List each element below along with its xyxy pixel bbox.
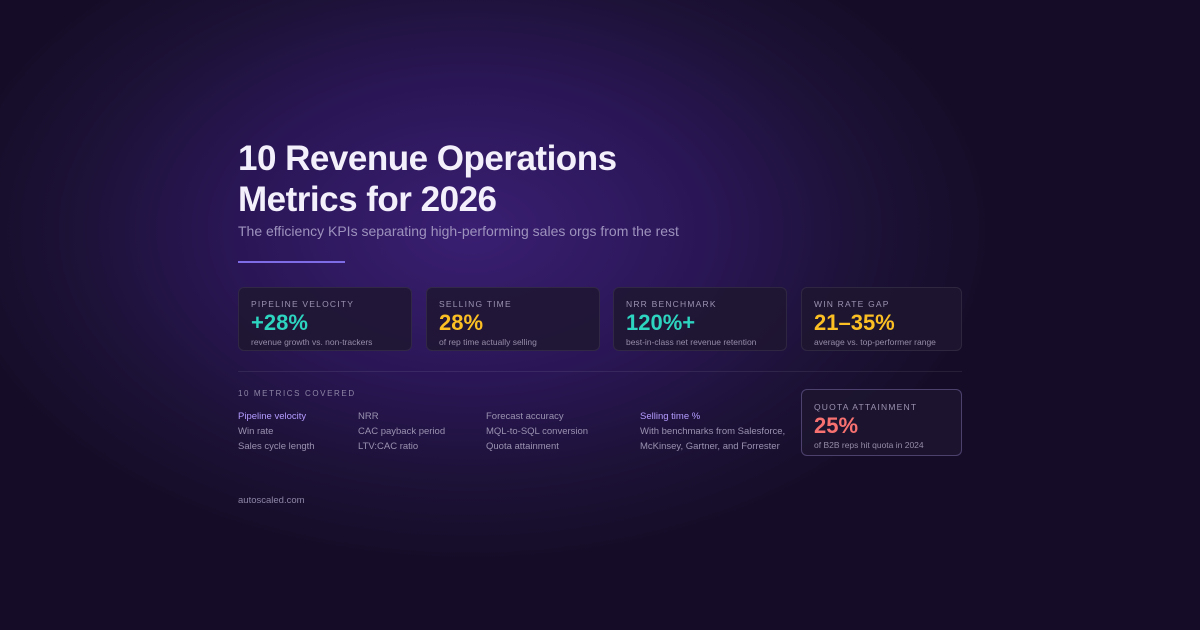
- footer-domain: autoscaled.com: [238, 495, 305, 506]
- card-value: 28%: [439, 310, 484, 335]
- metric-item: With benchmarks from Salesforce,: [640, 426, 786, 437]
- stat-card: Pipeline velocity +28% revenue growth vs…: [238, 287, 412, 351]
- metrics-column: NRR CAC payback period LTV:CAC ratio: [358, 409, 445, 454]
- card-label: Quota attainment: [814, 402, 918, 412]
- card-description: best-in-class net revenue retention: [626, 337, 757, 347]
- card-label: NRR benchmark: [626, 299, 717, 309]
- quota-attainment-card: Quota attainment 25% of B2B reps hit quo…: [801, 389, 962, 456]
- stat-card: Selling time 28% of rep time actually se…: [426, 287, 600, 351]
- card-value: 21–35%: [814, 310, 895, 335]
- stat-card: Win rate gap 21–35% average vs. top-perf…: [801, 287, 962, 351]
- card-description: average vs. top-performer range: [814, 337, 936, 347]
- card-description: of B2B reps hit quota in 2024: [814, 440, 924, 450]
- metric-item: Quota attainment: [486, 441, 559, 452]
- card-label: Win rate gap: [814, 299, 890, 309]
- card-label: Pipeline velocity: [251, 299, 355, 309]
- metric-item: NRR: [358, 411, 379, 422]
- card-description: revenue growth vs. non-trackers: [251, 337, 373, 347]
- section-divider: [238, 371, 962, 372]
- metric-item: LTV:CAC ratio: [358, 441, 419, 452]
- metric-item: Forecast accuracy: [486, 411, 564, 422]
- metrics-heading: 10 METRICS COVERED: [238, 389, 356, 398]
- card-value: 120%+: [626, 310, 696, 335]
- metric-item: McKinsey, Gartner, and Forrester: [640, 441, 780, 452]
- card-label: Selling time: [439, 299, 512, 309]
- page-title: 10 Revenue Operations Metrics for 2026: [238, 138, 617, 220]
- metric-item: Selling time %: [640, 411, 701, 422]
- card-value: +28%: [251, 310, 308, 335]
- title-line-1: 10 Revenue Operations: [238, 139, 617, 178]
- metric-item: MQL-to-SQL conversion: [486, 426, 589, 437]
- card-value: 25%: [814, 413, 859, 438]
- metric-item: CAC payback period: [358, 426, 446, 437]
- card-description: of rep time actually selling: [439, 337, 537, 347]
- title-line-2: Metrics for 2026: [238, 180, 497, 219]
- metric-item: Win rate: [238, 426, 274, 437]
- accent-divider: [238, 261, 345, 263]
- subtitle: The efficiency KPIs separating high-perf…: [238, 223, 679, 239]
- metrics-column: Selling time % With benchmarks from Sales…: [640, 409, 785, 454]
- metric-item: Sales cycle length: [238, 441, 315, 452]
- metrics-column: Forecast accuracy MQL-to-SQL conversion Qu…: [486, 409, 588, 454]
- metrics-column: Pipeline velocity Win rate Sales cycle len…: [238, 409, 315, 454]
- stat-card: NRR benchmark 120%+ best-in-class net re…: [613, 287, 787, 351]
- metric-item: Pipeline velocity: [238, 411, 307, 422]
